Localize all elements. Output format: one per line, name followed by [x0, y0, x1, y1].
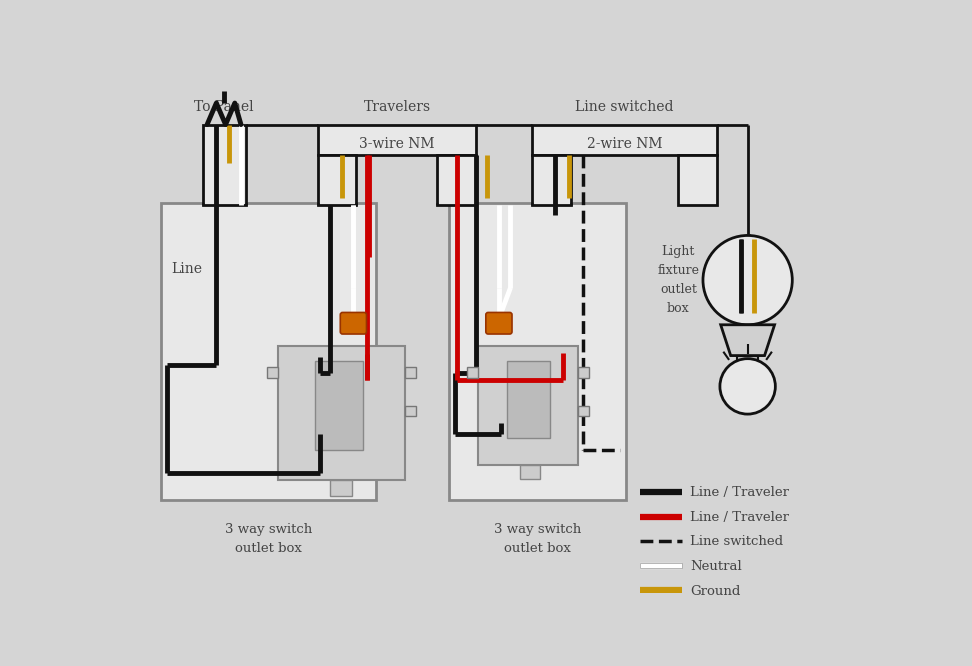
FancyBboxPatch shape	[486, 312, 512, 334]
Bar	[437, 155, 476, 205]
Bar	[640, 563, 682, 569]
Text: Line switched: Line switched	[575, 100, 674, 114]
FancyBboxPatch shape	[340, 312, 366, 334]
Text: Line: Line	[172, 262, 203, 276]
Text: Neutral: Neutral	[690, 560, 742, 573]
Text: Line / Traveler: Line / Traveler	[690, 486, 789, 499]
Text: 3 way switch
outlet box: 3 way switch outlet box	[226, 523, 312, 555]
Bar	[330, 480, 352, 496]
Text: Line switched: Line switched	[690, 535, 783, 548]
Bar	[468, 367, 478, 378]
Circle shape	[703, 236, 792, 325]
Bar	[278, 346, 405, 480]
Bar	[405, 406, 416, 416]
Polygon shape	[720, 325, 775, 356]
Text: Line / Traveler: Line / Traveler	[690, 511, 789, 523]
Bar	[203, 125, 246, 205]
Text: Ground: Ground	[690, 585, 741, 597]
Text: 3-wire NM: 3-wire NM	[359, 137, 434, 151]
Text: Travelers: Travelers	[364, 100, 431, 114]
Bar	[678, 155, 716, 205]
Bar	[315, 361, 363, 450]
Circle shape	[720, 359, 776, 414]
Bar	[161, 203, 376, 500]
Bar	[405, 367, 416, 378]
Bar	[578, 367, 589, 378]
Bar	[578, 406, 589, 416]
Bar	[449, 203, 626, 500]
Text: Light
fixture
outlet
box: Light fixture outlet box	[657, 245, 699, 315]
Text: 2-wire NM: 2-wire NM	[587, 137, 662, 151]
Bar	[532, 125, 716, 155]
Text: To Panel: To Panel	[194, 100, 254, 114]
Bar	[318, 155, 357, 205]
Bar	[267, 367, 278, 378]
Bar	[507, 361, 550, 438]
Bar	[318, 125, 476, 155]
Bar	[737, 356, 758, 377]
Text: 3 way switch
outlet box: 3 way switch outlet box	[494, 523, 581, 555]
Bar	[520, 465, 539, 479]
Bar	[478, 346, 578, 465]
Bar	[532, 155, 571, 205]
